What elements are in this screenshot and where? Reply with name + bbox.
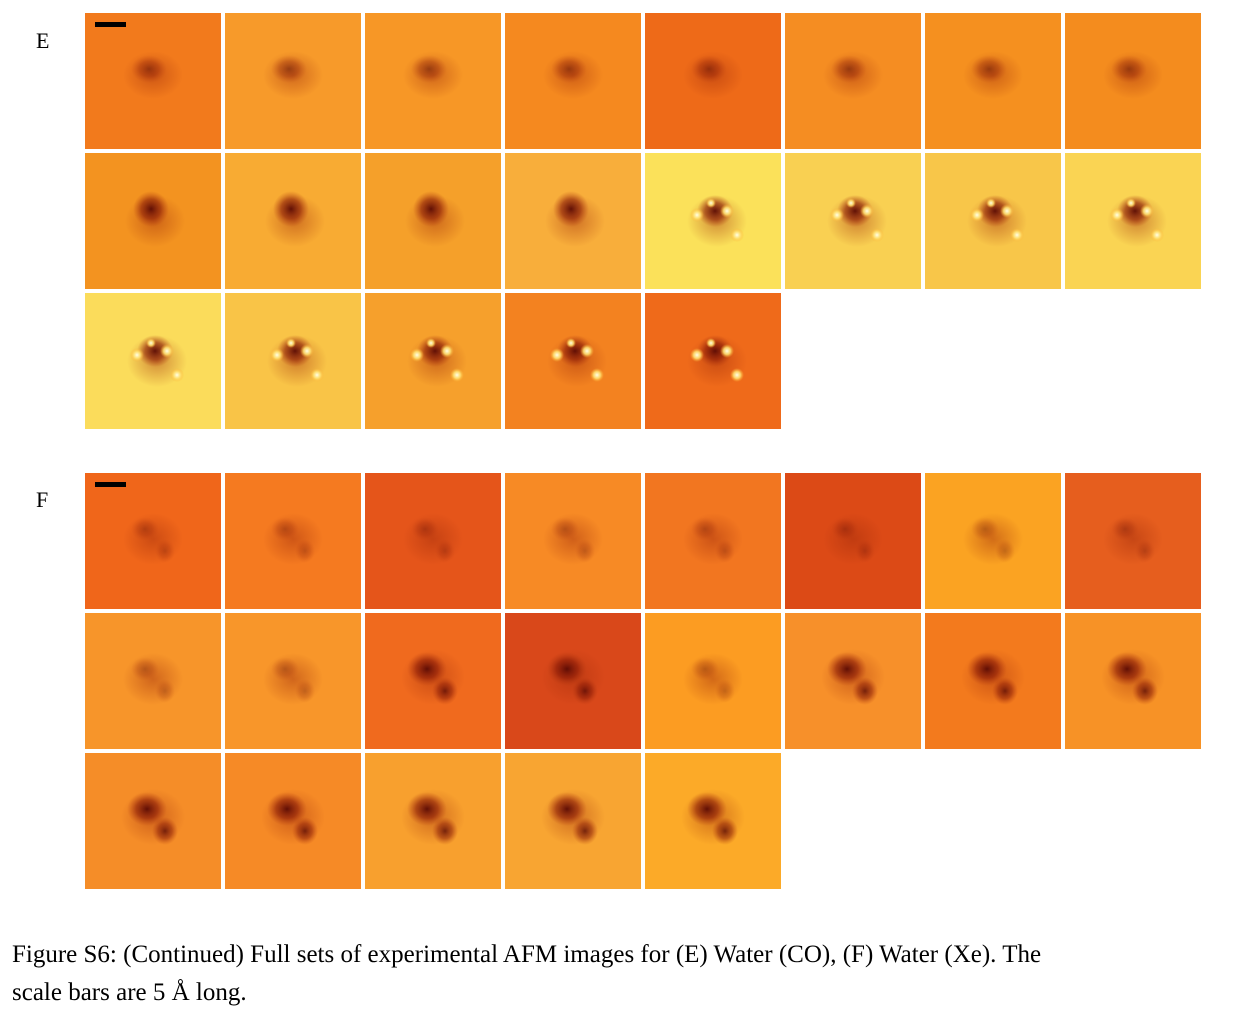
afm-image bbox=[365, 473, 501, 609]
afm-image bbox=[505, 153, 641, 289]
scale-bar bbox=[95, 22, 126, 27]
afm-image bbox=[225, 613, 361, 749]
afm-image bbox=[365, 153, 501, 289]
afm-image bbox=[925, 473, 1061, 609]
afm-image bbox=[1065, 613, 1201, 749]
afm-image bbox=[365, 293, 501, 429]
afm-image bbox=[85, 13, 221, 149]
afm-image bbox=[1065, 473, 1201, 609]
afm-image bbox=[85, 293, 221, 429]
afm-image bbox=[645, 13, 781, 149]
afm-image bbox=[645, 473, 781, 609]
figure-caption: Figure S6: (Continued) Full sets of expe… bbox=[12, 936, 1242, 1012]
afm-image bbox=[645, 753, 781, 889]
afm-image bbox=[225, 153, 361, 289]
afm-image bbox=[225, 473, 361, 609]
afm-image bbox=[785, 13, 921, 149]
afm-image bbox=[645, 153, 781, 289]
afm-image bbox=[85, 613, 221, 749]
afm-image bbox=[505, 293, 641, 429]
afm-image bbox=[785, 153, 921, 289]
afm-image bbox=[85, 753, 221, 889]
afm-image bbox=[1065, 153, 1201, 289]
afm-image bbox=[365, 13, 501, 149]
panel-label-e: E bbox=[36, 28, 50, 53]
afm-image bbox=[85, 153, 221, 289]
caption-line-1: Figure S6: (Continued) Full sets of expe… bbox=[12, 941, 1042, 968]
afm-image bbox=[785, 473, 921, 609]
afm-image bbox=[925, 153, 1061, 289]
afm-image bbox=[645, 613, 781, 749]
afm-image bbox=[365, 613, 501, 749]
afm-image bbox=[645, 293, 781, 429]
afm-image bbox=[505, 753, 641, 889]
caption-line-2: scale bars are 5 Å long. bbox=[12, 979, 247, 1006]
afm-image bbox=[925, 13, 1061, 149]
afm-image bbox=[1065, 13, 1201, 149]
afm-image bbox=[785, 613, 921, 749]
afm-image bbox=[505, 473, 641, 609]
afm-image bbox=[365, 753, 501, 889]
afm-image bbox=[225, 753, 361, 889]
afm-image bbox=[505, 13, 641, 149]
afm-image bbox=[925, 613, 1061, 749]
scale-bar bbox=[95, 482, 126, 487]
afm-image bbox=[225, 293, 361, 429]
afm-image bbox=[85, 473, 221, 609]
afm-image bbox=[225, 13, 361, 149]
afm-image bbox=[505, 613, 641, 749]
panel-label-f: F bbox=[36, 487, 49, 512]
